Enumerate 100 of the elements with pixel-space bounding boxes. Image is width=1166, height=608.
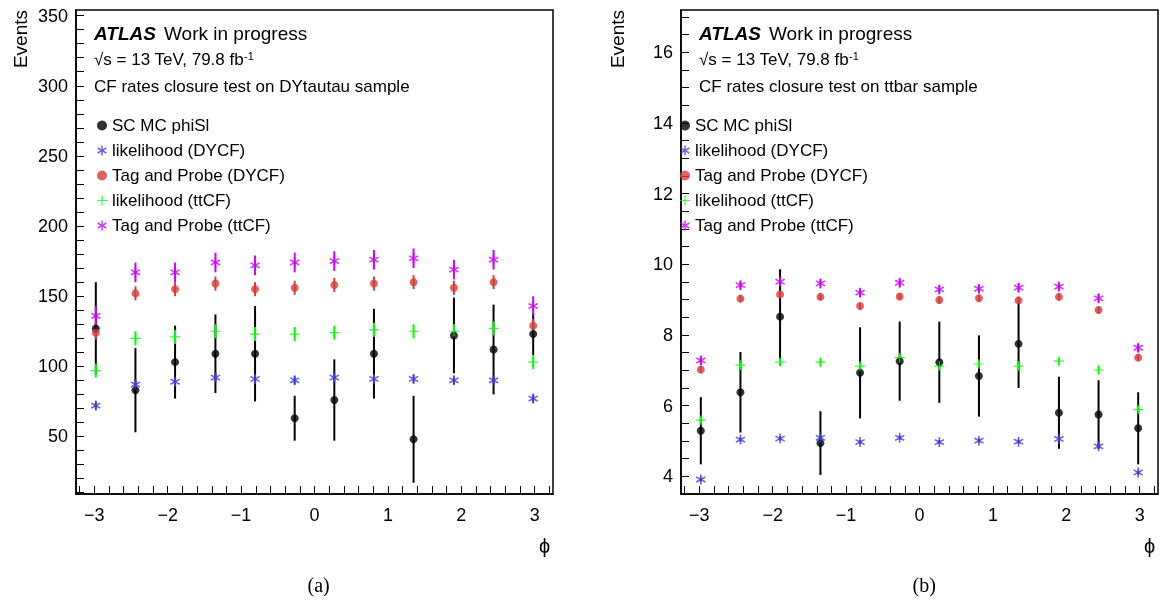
y-tick-label: 300 bbox=[37, 75, 68, 96]
point bbox=[856, 368, 865, 377]
x-axis-title: ϕ bbox=[539, 535, 551, 557]
point bbox=[695, 474, 706, 485]
point bbox=[90, 400, 101, 411]
text: (a) bbox=[307, 574, 330, 597]
point bbox=[330, 396, 339, 404]
x-tick-label: −2 bbox=[762, 505, 783, 525]
legend-label: Tag and Probe (ttCF) bbox=[112, 216, 271, 235]
point bbox=[529, 330, 538, 339]
x-tick-label: −3 bbox=[689, 505, 710, 525]
point bbox=[815, 432, 826, 443]
x-axis-title: ϕ bbox=[1144, 535, 1156, 557]
y-tick-label: 100 bbox=[37, 356, 68, 377]
point bbox=[368, 373, 379, 384]
point bbox=[735, 434, 746, 445]
point bbox=[170, 331, 181, 342]
x-tick-label: −1 bbox=[835, 505, 857, 525]
point bbox=[330, 280, 339, 289]
point bbox=[211, 349, 220, 358]
annotation: Work in progress bbox=[164, 23, 308, 44]
point bbox=[1093, 293, 1104, 304]
point bbox=[91, 328, 100, 337]
point bbox=[409, 278, 418, 287]
point bbox=[131, 289, 140, 298]
point bbox=[289, 257, 300, 268]
point bbox=[369, 279, 378, 288]
x-tick-label: −2 bbox=[157, 505, 178, 525]
point bbox=[1133, 467, 1144, 478]
y-axis-title: Events bbox=[606, 10, 628, 69]
legend-label: likelihood (DYCF) bbox=[695, 141, 829, 160]
point bbox=[250, 260, 261, 271]
point bbox=[409, 435, 418, 444]
y-axis-title: Events bbox=[9, 10, 31, 69]
point bbox=[775, 433, 786, 444]
x-tick-label: 3 bbox=[529, 505, 540, 525]
point bbox=[736, 388, 745, 397]
legend-label: Tag and Probe (DYCF) bbox=[695, 166, 868, 185]
annotation: ATLAS bbox=[698, 23, 762, 44]
point bbox=[934, 437, 945, 448]
point bbox=[368, 324, 379, 335]
x-tick-label: 1 bbox=[987, 505, 998, 525]
point bbox=[973, 358, 984, 369]
point bbox=[973, 283, 984, 294]
y-tick-label: 8 bbox=[662, 325, 673, 346]
point bbox=[1053, 433, 1064, 444]
point bbox=[368, 254, 379, 265]
point bbox=[528, 393, 539, 404]
point bbox=[1094, 410, 1103, 419]
point bbox=[1093, 365, 1104, 375]
point bbox=[448, 375, 459, 386]
y-tick-label: 16 bbox=[652, 42, 673, 63]
point bbox=[170, 376, 181, 387]
annotation: Work in progress bbox=[769, 23, 913, 44]
point bbox=[171, 285, 180, 294]
point bbox=[1053, 281, 1064, 292]
point bbox=[289, 375, 300, 386]
point bbox=[528, 301, 539, 312]
x-tick-label: 3 bbox=[1134, 505, 1145, 525]
point bbox=[815, 278, 826, 289]
point bbox=[855, 437, 866, 448]
point bbox=[449, 283, 458, 292]
annotation: CF rates closure test on ttbar sample bbox=[699, 77, 978, 96]
point bbox=[934, 284, 945, 295]
y-tick-label: 10 bbox=[652, 254, 673, 275]
y-tick-label: 150 bbox=[37, 286, 68, 307]
legend-label: likelihood (ttCF) bbox=[695, 191, 815, 210]
point bbox=[369, 349, 378, 358]
point bbox=[251, 349, 260, 358]
point bbox=[448, 264, 459, 275]
legend-label: likelihood (DYCF) bbox=[112, 141, 246, 160]
point bbox=[488, 375, 499, 386]
point bbox=[894, 277, 905, 288]
legend-label: Tag and Probe (DYCF) bbox=[112, 166, 285, 185]
annotation: ATLAS bbox=[93, 23, 157, 44]
y-tick-label: 6 bbox=[662, 395, 673, 416]
point bbox=[1013, 282, 1024, 293]
point bbox=[329, 372, 340, 383]
point bbox=[290, 283, 299, 292]
point bbox=[1014, 339, 1023, 348]
point bbox=[775, 357, 786, 368]
y-tick-label: 350 bbox=[37, 5, 68, 26]
point bbox=[775, 276, 786, 287]
point bbox=[1134, 424, 1143, 433]
legend-label: SC MC phiSl bbox=[695, 116, 793, 135]
annotation: CF rates closure test on DYtautau sample bbox=[94, 77, 410, 96]
x-tick-label: 2 bbox=[1061, 505, 1072, 525]
y-tick-label: 14 bbox=[652, 113, 673, 134]
point bbox=[171, 358, 180, 367]
point bbox=[1053, 356, 1064, 367]
x-tick-label: −1 bbox=[230, 505, 252, 525]
legend-label: Tag and Probe (ttCF) bbox=[695, 216, 854, 235]
point bbox=[973, 435, 984, 446]
point bbox=[290, 414, 299, 423]
point bbox=[90, 310, 101, 321]
point bbox=[251, 285, 260, 294]
point bbox=[250, 373, 261, 384]
point bbox=[776, 312, 785, 321]
point bbox=[974, 372, 983, 380]
point bbox=[489, 345, 498, 354]
